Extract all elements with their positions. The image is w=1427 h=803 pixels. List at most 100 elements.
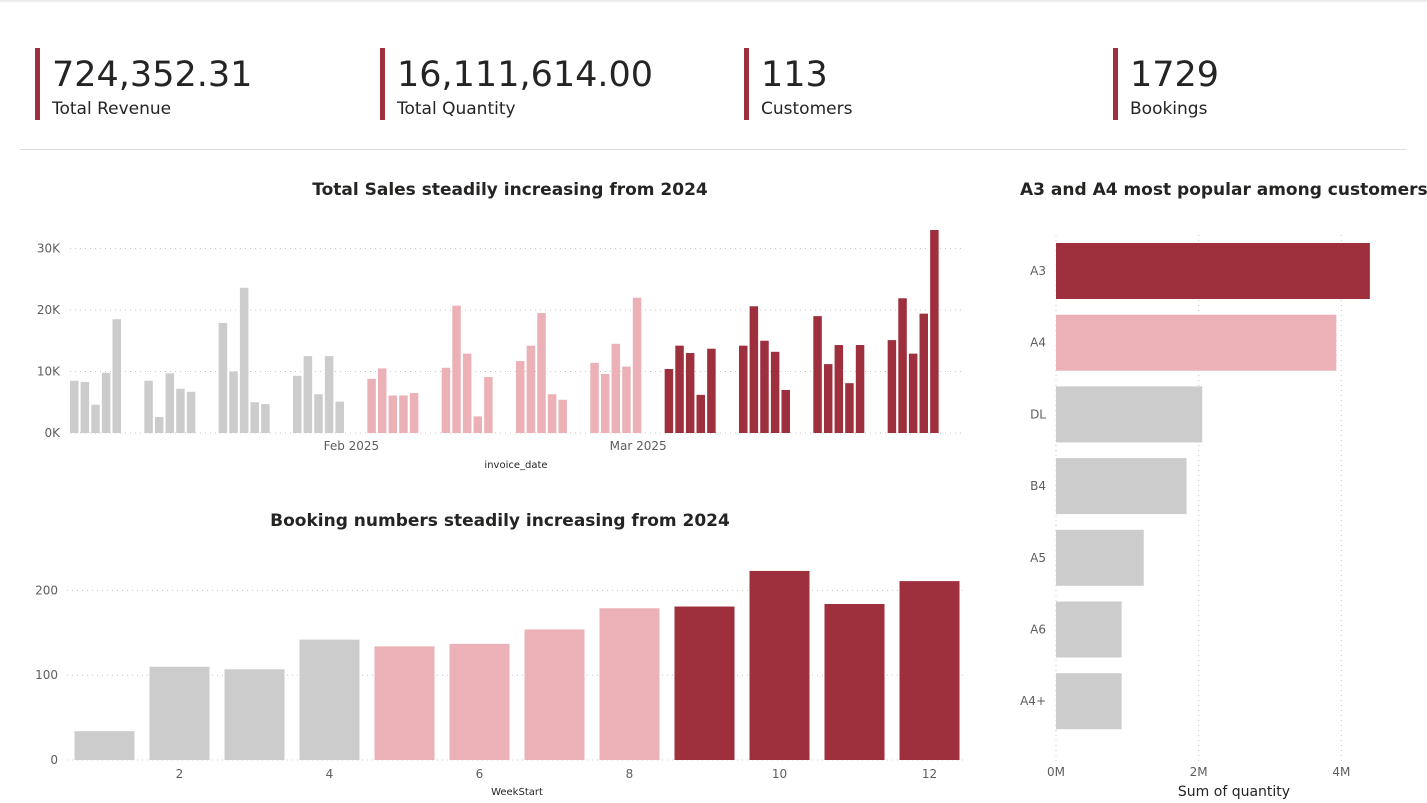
sales-bar[interactable] [80, 381, 90, 433]
booking-bar[interactable] [524, 629, 585, 760]
sales-bar[interactable] [250, 402, 260, 433]
sales-bar[interactable] [218, 322, 228, 433]
booking-bar[interactable] [674, 606, 735, 760]
sales-bar[interactable] [547, 394, 557, 433]
kpi-card-total-revenue[interactable]: 724,352.31 Total Revenue [35, 48, 355, 120]
sales-bar[interactable] [707, 348, 716, 433]
sales-bar[interactable] [335, 401, 344, 433]
sales-bar[interactable] [760, 340, 769, 433]
sales-bar[interactable] [441, 367, 451, 433]
y-tick-label: 0 [50, 753, 58, 767]
sales-bar[interactable] [930, 230, 939, 433]
sales-bar[interactable] [388, 395, 398, 433]
kpi-label: Bookings [1130, 99, 1208, 119]
kpi-value: 16,111,614.00 [397, 55, 654, 95]
sales-bar[interactable] [813, 316, 822, 433]
kpi-value: 1729 [1130, 55, 1220, 95]
sales-bar[interactable] [516, 361, 525, 433]
sales-bar[interactable] [239, 287, 249, 433]
sales-bar[interactable] [696, 394, 706, 433]
sales-bar[interactable] [367, 378, 376, 433]
y-tick-label: A6 [1030, 623, 1046, 637]
sales-bar[interactable] [908, 353, 918, 433]
sales-bar[interactable] [781, 389, 790, 433]
booking-bar[interactable] [899, 581, 960, 760]
booking-bar[interactable] [149, 666, 210, 760]
sales-bar[interactable] [473, 416, 483, 433]
sales-bar[interactable] [611, 343, 621, 433]
sales-bar[interactable] [770, 351, 780, 433]
kpi-card-bookings[interactable]: 1729 Bookings [1113, 48, 1403, 120]
booking-bar[interactable] [749, 570, 810, 760]
sales-bar[interactable] [399, 395, 408, 433]
y-tick-label: 200 [35, 583, 58, 597]
booking-bar[interactable] [74, 731, 135, 760]
sales-bar[interactable] [558, 399, 567, 433]
sales-bar[interactable] [855, 345, 865, 433]
product-chart[interactable]: 0M 2M 4M A3 A4 DL B4 A5 A6 A4+ Sum of quantity [1000, 215, 1427, 803]
product-bar[interactable] [1056, 529, 1144, 586]
sales-bar[interactable] [823, 364, 833, 433]
booking-bar[interactable] [374, 646, 435, 760]
product-bar[interactable] [1056, 386, 1203, 443]
sales-bar[interactable] [314, 394, 323, 433]
sales-bar[interactable] [622, 366, 631, 433]
sales-bar[interactable] [739, 345, 748, 433]
sales-chart-title: Total Sales steadily increasing from 202… [312, 180, 708, 200]
booking-bar[interactable] [449, 643, 510, 760]
sales-bar[interactable] [749, 306, 759, 433]
product-bar[interactable] [1056, 601, 1122, 658]
sales-bar[interactable] [91, 404, 100, 433]
kpi-label: Customers [761, 99, 853, 119]
booking-bar[interactable] [599, 608, 660, 760]
sales-bar[interactable] [685, 353, 695, 433]
sales-bar[interactable] [898, 298, 907, 433]
booking-bar[interactable] [224, 669, 285, 760]
sales-chart[interactable]: 0K 10K 20K 30K Feb 2025 Mar 2025 invoice_date [0, 215, 990, 475]
product-bar[interactable] [1056, 314, 1337, 371]
sales-bar[interactable] [176, 388, 185, 433]
bookings-chart-title: Booking numbers steadily increasing from… [270, 511, 730, 531]
sales-bar[interactable] [537, 313, 546, 433]
sales-bar[interactable] [293, 375, 302, 433]
sales-bar[interactable] [452, 305, 461, 433]
sales-bar[interactable] [70, 380, 79, 433]
sales-bar[interactable] [664, 369, 674, 433]
kpi-card-customers[interactable]: 113 Customers [744, 48, 1064, 120]
sales-bar[interactable] [261, 404, 270, 433]
sales-bar[interactable] [484, 377, 493, 433]
x-tick-label: 4 [326, 767, 334, 781]
sales-bar[interactable] [675, 345, 684, 433]
y-tick-label: 100 [35, 668, 58, 682]
sales-bar[interactable] [186, 391, 196, 433]
product-bar[interactable] [1056, 673, 1122, 730]
bookings-chart[interactable]: 0 100 200 2 4 6 8 10 12 WeekStart [0, 555, 990, 803]
sales-bar[interactable] [409, 393, 419, 433]
product-bar[interactable] [1056, 458, 1187, 515]
sales-bar[interactable] [632, 297, 642, 433]
sales-bar[interactable] [590, 362, 599, 433]
header-divider [20, 149, 1406, 150]
x-tick-label: 2 [176, 767, 184, 781]
sales-bar[interactable] [229, 371, 238, 433]
sales-bar[interactable] [165, 373, 175, 433]
booking-bar[interactable] [824, 604, 885, 760]
sales-bar[interactable] [845, 383, 854, 433]
sales-bar[interactable] [112, 319, 121, 433]
sales-bar[interactable] [303, 356, 313, 433]
kpi-value: 113 [761, 55, 828, 95]
booking-bar[interactable] [299, 639, 360, 760]
product-bar[interactable] [1056, 243, 1370, 299]
sales-bar[interactable] [600, 373, 610, 433]
sales-bar[interactable] [462, 353, 472, 433]
sales-bar[interactable] [154, 417, 164, 433]
sales-bar[interactable] [101, 372, 111, 433]
sales-bar[interactable] [144, 380, 153, 433]
sales-bar[interactable] [377, 368, 387, 433]
sales-bar[interactable] [887, 340, 897, 433]
sales-bar[interactable] [919, 313, 929, 433]
kpi-card-total-quantity[interactable]: 16,111,614.00 Total Quantity [380, 48, 700, 120]
sales-bar[interactable] [324, 356, 334, 433]
sales-bar[interactable] [834, 345, 844, 433]
sales-bar[interactable] [526, 345, 536, 433]
